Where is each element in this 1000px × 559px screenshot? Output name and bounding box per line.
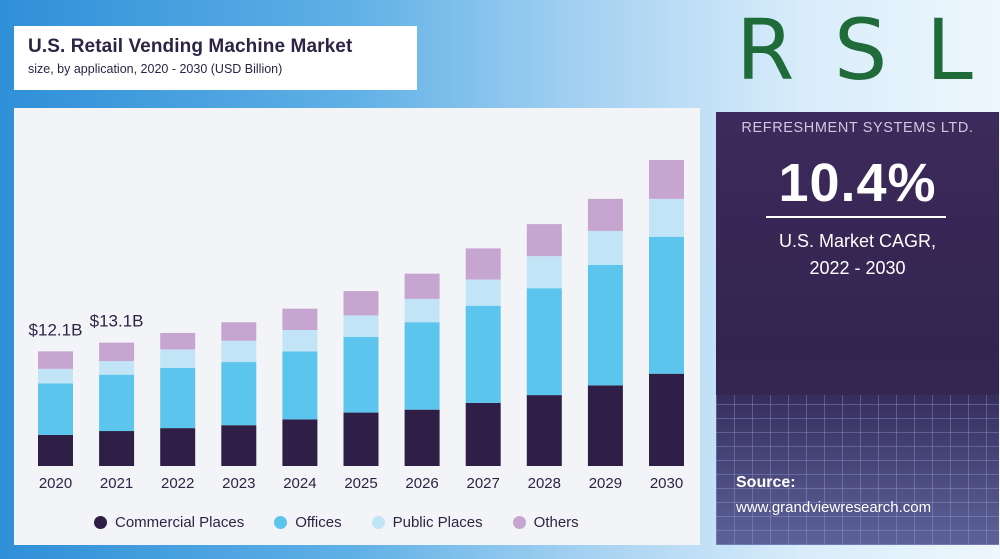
bar-2027-commercial-places [465, 402, 501, 466]
x-tick-label: 2030 [650, 475, 683, 492]
bar-2029-others [587, 198, 623, 231]
bar-2028-offices [526, 288, 562, 396]
bar-2026-public-places [404, 298, 440, 323]
bar-2024-public-places [282, 330, 318, 352]
data-label: $12.1B [29, 320, 83, 339]
bar-2027-offices [465, 305, 501, 403]
cagr-label-line2: 2022 - 2030 [809, 258, 906, 278]
source-url: www.grandviewresearch.com [736, 499, 932, 516]
cagr-label: U.S. Market CAGR, 2022 - 2030 [716, 228, 999, 282]
logo-letter-r: R [736, 1, 795, 99]
bar-2027-public-places [465, 279, 501, 306]
legend-label: Commercial Places [115, 514, 245, 531]
bar-2028-commercial-places [526, 395, 562, 466]
bar-2022-commercial-places [160, 428, 196, 466]
bar-2024-offices [282, 351, 318, 420]
bar-2022-offices [160, 367, 196, 429]
bar-2025-offices [343, 336, 379, 413]
bar-2023-others [221, 322, 257, 341]
bar-2025-commercial-places [343, 412, 379, 466]
bar-2023-commercial-places [221, 425, 257, 466]
data-label: $13.1B [90, 312, 144, 331]
bar-2030-public-places [649, 198, 684, 237]
rsl-logo: R S L [716, 0, 1000, 112]
bar-chart: 2020 $12.1B 2021 $13.1B 2022 2023 2024 2025 2026… [29, 160, 684, 492]
legend-label: Public Places [392, 514, 483, 531]
bar-2026-others [404, 273, 440, 299]
legend-item: Offices [274, 514, 342, 531]
bar-2021-others [99, 342, 135, 362]
bar-2021-offices [99, 374, 135, 432]
bar-2020-others [38, 351, 73, 369]
logo-letter-s: S [834, 1, 888, 99]
bar-2026-offices [404, 322, 440, 410]
grid-floor-decoration [716, 395, 999, 545]
chart-title: U.S. Retail Vending Machine Market [28, 36, 353, 57]
bar-2024-commercial-places [282, 419, 318, 466]
x-tick-label: 2027 [467, 475, 500, 492]
bar-2025-others [343, 291, 379, 316]
cagr-value: 10.4% [778, 153, 937, 213]
bar-2028-others [526, 224, 562, 257]
x-tick-label: 2022 [161, 475, 194, 492]
bar-2026-commercial-places [404, 409, 440, 466]
bar-2020-public-places [38, 368, 73, 384]
bar-2030-commercial-places [649, 373, 684, 466]
x-tick-label: 2028 [528, 475, 561, 492]
x-tick-label: 2024 [283, 475, 316, 492]
legend-item: Others [512, 514, 579, 531]
bar-2029-offices [587, 264, 623, 386]
legend-label: Offices [295, 514, 342, 531]
x-tick-label: 2023 [222, 475, 255, 492]
bar-2022-public-places [160, 349, 196, 368]
x-tick-label: 2029 [589, 475, 622, 492]
bar-2029-public-places [587, 230, 623, 265]
cagr-panel: REFRESHMENT SYSTEMS LTD. 10.4% U.S. Mark… [716, 112, 999, 545]
logo-letter-l: L [926, 1, 973, 99]
bar-2025-public-places [343, 315, 379, 337]
company-name: REFRESHMENT SYSTEMS LTD. [741, 120, 974, 136]
bar-2029-commercial-places [587, 385, 623, 466]
bar-2021-public-places [99, 361, 135, 375]
chart-subtitle: size, by application, 2020 - 2030 (USD B… [28, 62, 283, 76]
legend-swatch [512, 516, 526, 529]
bar-2030-others [649, 160, 684, 199]
chart-area: 2020 $12.1B 2021 $13.1B 2022 2023 2024 2025 2026… [14, 108, 700, 545]
bar-2028-public-places [526, 256, 562, 289]
cagr-divider [766, 216, 946, 218]
x-tick-label: 2025 [344, 475, 377, 492]
bar-2022-others [160, 332, 196, 350]
legend-swatch [94, 516, 107, 529]
bar-2027-others [465, 248, 501, 280]
bar-2021-commercial-places [99, 431, 135, 466]
legend-swatch [371, 516, 385, 529]
x-tick-label: 2021 [100, 475, 133, 492]
x-tick-label: 2026 [405, 475, 438, 492]
title-box: U.S. Retail Vending Machine Market size,… [14, 26, 417, 90]
legend-item: Commercial Places [94, 514, 244, 531]
legend-item: Public Places [371, 514, 483, 531]
bar-2023-public-places [221, 340, 257, 363]
chart-legend: Commercial Places Offices Public Places Oth… [94, 514, 579, 531]
bar-2024-others [282, 308, 318, 330]
bar-2020-commercial-places [38, 434, 73, 466]
bar-2023-offices [221, 362, 257, 426]
cagr-label-line1: U.S. Market CAGR, [778, 231, 937, 251]
legend-label: Others [533, 514, 579, 531]
bar-2030-offices [649, 236, 684, 374]
legend-swatch [274, 516, 288, 529]
x-tick-label: 2020 [39, 475, 72, 492]
bar-2020-offices [38, 383, 73, 435]
source-label: Source: [736, 474, 796, 491]
